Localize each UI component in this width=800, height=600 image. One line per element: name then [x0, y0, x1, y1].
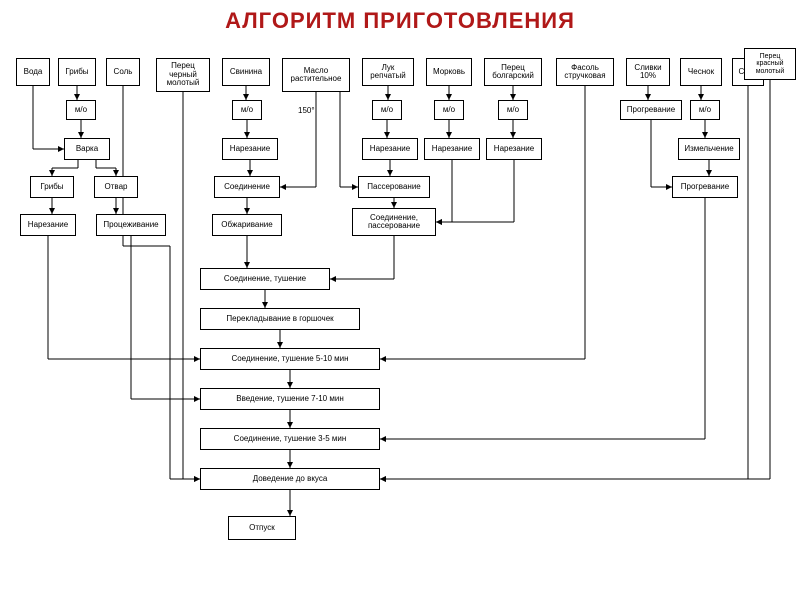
node-progrev2: Прогревание: [672, 176, 738, 198]
node-maslo: Масло растительное: [282, 58, 350, 92]
node-fasol: Фасоль стручковая: [556, 58, 614, 86]
node-otvar: Отвар: [94, 176, 138, 198]
node-narez4: Нарезание: [486, 138, 542, 160]
edge-label: 150°: [298, 106, 315, 115]
node-soed_pass: Соединение, пассерование: [352, 208, 436, 236]
node-mo4: м/о: [434, 100, 464, 120]
node-voda: Вода: [16, 58, 50, 86]
node-griby: Грибы: [58, 58, 96, 86]
node-narez1: Нарезание: [222, 138, 278, 160]
node-mo5: м/о: [498, 100, 528, 120]
node-izmel: Измельчение: [678, 138, 740, 160]
flow-edges: [0, 0, 800, 600]
node-chesnok: Чеснок: [680, 58, 722, 86]
node-passer: Пассерование: [358, 176, 430, 198]
node-varka: Варка: [64, 138, 110, 160]
node-doved: Доведение до вкуса: [200, 468, 380, 490]
node-morkov: Морковь: [426, 58, 472, 86]
node-narez3: Нарезание: [424, 138, 480, 160]
node-perec_b: Перец болгарский: [484, 58, 542, 86]
node-mo2: м/о: [232, 100, 262, 120]
node-perekl: Перекладывание в горшочек: [200, 308, 360, 330]
node-griby2: Грибы: [30, 176, 74, 198]
node-slivki: Сливки 10%: [626, 58, 670, 86]
node-perec_ch: Перец черный молотый: [156, 58, 210, 92]
node-narez2: Нарезание: [362, 138, 418, 160]
node-perec_kr: Перец красный молотый: [744, 48, 796, 80]
node-soed_35: Соединение, тушение 3-5 мин: [200, 428, 380, 450]
node-svinina: Свинина: [222, 58, 270, 86]
node-sol1: Соль: [106, 58, 140, 86]
node-proced: Процеживание: [96, 214, 166, 236]
node-mo3: м/о: [372, 100, 402, 120]
node-vved: Введение, тушение 7-10 мин: [200, 388, 380, 410]
node-mo6: м/о: [690, 100, 720, 120]
node-obzhar: Обжаривание: [212, 214, 282, 236]
node-soed1: Соединение: [214, 176, 280, 198]
page-title: АЛГОРИТМ ПРИГОТОВЛЕНИЯ: [0, 8, 800, 34]
node-progrev1: Прогревание: [620, 100, 682, 120]
node-luk: Лук репчатый: [362, 58, 414, 86]
node-soed_tush: Соединение, тушение: [200, 268, 330, 290]
node-otpusk: Отпуск: [228, 516, 296, 540]
node-narez5: Нарезание: [20, 214, 76, 236]
node-mo1: м/о: [66, 100, 96, 120]
node-soed_510: Соединение, тушение 5-10 мин: [200, 348, 380, 370]
